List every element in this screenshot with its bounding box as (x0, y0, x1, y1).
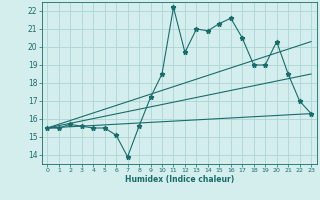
X-axis label: Humidex (Indice chaleur): Humidex (Indice chaleur) (124, 175, 234, 184)
